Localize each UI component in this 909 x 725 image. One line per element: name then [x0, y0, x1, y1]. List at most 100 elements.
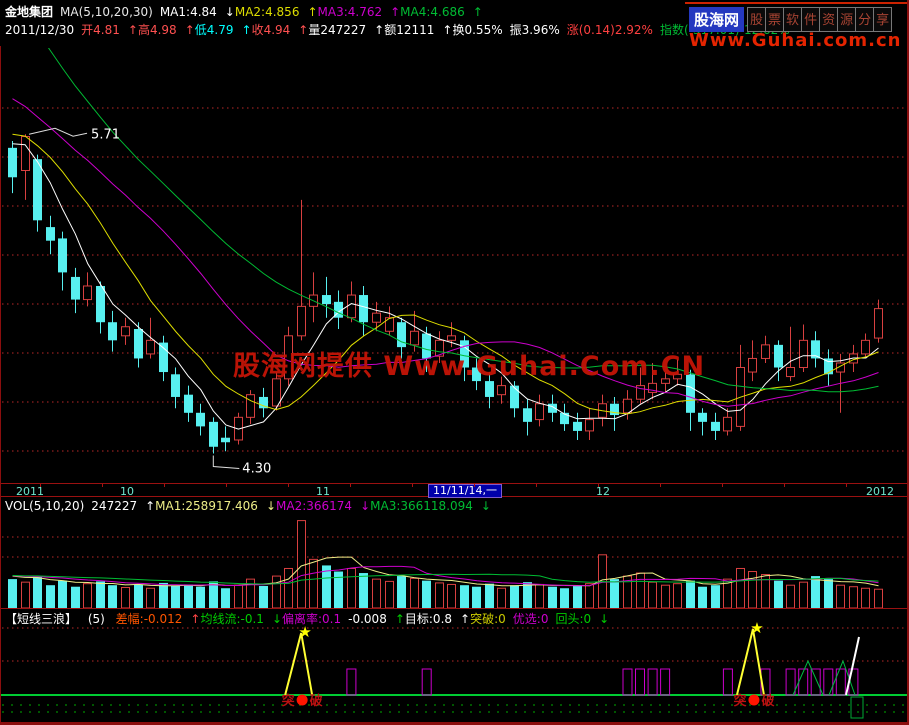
white-signal-line: [845, 636, 860, 696]
quote-field: 高4.98: [137, 23, 177, 37]
indicator-chart[interactable]: ★突 破★突破: [0, 609, 909, 723]
watermark-tagline-char: 票: [765, 7, 785, 32]
main-price-chart[interactable]: 5.71 4.30: [0, 48, 909, 483]
quote-field: 均线流:-0.1: [200, 612, 264, 626]
watermark-tagline-char: 资: [819, 7, 839, 32]
below-baseline-box: [850, 696, 864, 719]
signal-box: [785, 668, 796, 696]
watermark-top-line: [685, 2, 907, 4]
up-arrow-icon: ↑: [298, 23, 309, 37]
up-arrow-icon: ↑: [190, 612, 201, 626]
indicator-title: 【短线三浪】: [5, 612, 78, 626]
signal-triangle: [792, 659, 824, 696]
watermark-tagline-char: 分: [855, 7, 875, 32]
axis-tick: [102, 484, 103, 487]
axis-tick: [660, 484, 661, 487]
quote-field: 差幅:-0.012: [115, 612, 183, 626]
quote-field: -0.008: [348, 612, 387, 626]
signal-box: [660, 668, 671, 696]
signal-box: [647, 668, 658, 696]
low-price-label: 4.30: [242, 462, 271, 477]
up-arrow-icon: ↑: [394, 612, 405, 626]
quote-field: MA4:4.686: [400, 5, 465, 19]
breakout-label-right: 破: [310, 693, 323, 709]
up-arrow-icon: ↑: [442, 23, 453, 37]
axis-tick: [474, 484, 475, 487]
watermark-tagline-char: 享: [873, 7, 893, 32]
down-arrow-icon: ↓: [480, 499, 491, 513]
quote-field: MA1:258917.406: [155, 499, 258, 513]
volume-header-row: VOL(5,10,20) 247227 ↑MA1:258917.406 ↓MA2:36…: [5, 499, 491, 513]
axis-date-label: 2012: [866, 485, 894, 498]
axis-tick: [350, 484, 351, 487]
quote-field: 目标:0.8: [404, 612, 453, 626]
site-watermark: 股海网 股票软件资源分享 Www.Guhai.com.cn: [685, 2, 907, 52]
up-arrow-icon: ↑: [307, 5, 318, 19]
up-arrow-icon: ↑: [390, 5, 401, 19]
date-axis[interactable]: 11/11/14,一 2011 10 11 12 2012: [0, 483, 909, 498]
quote-field: MA2:4.856: [234, 5, 300, 19]
breakout-spike: [735, 628, 765, 696]
watermark-site-name: 股海网: [689, 7, 745, 32]
quote-field: 振3.96%: [509, 23, 560, 37]
volume-chart[interactable]: [0, 497, 909, 608]
watermark-tagline-char: 股: [747, 7, 767, 32]
axis-date-label: 2011: [16, 485, 44, 498]
signal-box: [346, 668, 357, 696]
indicator-param: (5): [87, 612, 105, 626]
breakout-spike: [284, 632, 314, 696]
quote-field: 换0.55%: [452, 23, 503, 37]
quote-field: 优选:0: [512, 612, 549, 626]
bottom-border: [0, 722, 909, 725]
star-icon: ★: [298, 623, 311, 641]
vol-ma20-line: [12, 573, 879, 585]
up-arrow-icon: ↑: [145, 499, 156, 513]
breakout-label-left: 突: [282, 693, 295, 709]
quote-field: 247227: [91, 499, 138, 513]
quote-field: 2011/12/30: [5, 23, 75, 37]
ma30-line: [47, 48, 879, 393]
watermark-tagline: 股票软件资源分享: [747, 7, 893, 32]
high-price-label: 5.71: [91, 127, 120, 142]
quote-field: MA3:366118.094: [370, 499, 473, 513]
axis-tick: [722, 484, 723, 487]
down-arrow-icon: ↓: [599, 612, 610, 626]
quote-field: 回头:0: [555, 612, 592, 626]
signal-box: [810, 668, 821, 696]
watermark-url: Www.Guhai.com.cn: [689, 30, 902, 51]
breakout-label-left: 突: [733, 693, 746, 709]
up-arrow-icon: ↑: [472, 5, 483, 19]
down-arrow-icon: ↓: [271, 612, 282, 626]
vol-ma10-line: [12, 565, 879, 587]
up-arrow-icon: ↑: [460, 612, 471, 626]
signal-box: [823, 668, 834, 696]
center-watermark: 股海网提供 Www.Guhai.Com.CN: [233, 351, 706, 382]
selected-date-box[interactable]: 11/11/14,一: [428, 484, 502, 498]
quote-field: MA2:366174: [276, 499, 353, 513]
signal-triangle: [828, 659, 856, 696]
left-border: [0, 46, 1, 722]
axis-tick: [288, 484, 289, 487]
indicator-fields: 差幅:-0.012 ↑均线流:-0.1 ↓偏离率:0.1 -0.008 ↑目标:0.8 ↑…: [116, 612, 610, 626]
breakout-dot-icon: [748, 694, 760, 706]
axis-tick: [536, 484, 537, 487]
breakout-label-right: 破: [761, 693, 774, 709]
axis-tick: [226, 484, 227, 487]
up-arrow-icon: ↑: [374, 23, 385, 37]
quote-field: 偏离率:0.1: [282, 612, 342, 626]
axis-tick: [784, 484, 785, 487]
quote-field: 额12111: [384, 23, 435, 37]
up-arrow-icon: ↑: [184, 23, 195, 37]
signal-box: [622, 668, 633, 696]
quote-field: MA3:4.762: [317, 5, 383, 19]
signal-box: [421, 668, 432, 696]
breakout-dot-icon: [296, 694, 308, 706]
quote-field: 涨(0.14)2.92%: [566, 23, 653, 37]
axis-date-label: 10: [120, 485, 134, 498]
axis-tick: [412, 484, 413, 487]
quote-field: MA1:4.84: [159, 5, 217, 19]
up-arrow-icon: ↑: [127, 23, 138, 37]
indicator-divider: [0, 608, 909, 609]
quote-field: MA(5,10,20,30): [60, 5, 153, 19]
